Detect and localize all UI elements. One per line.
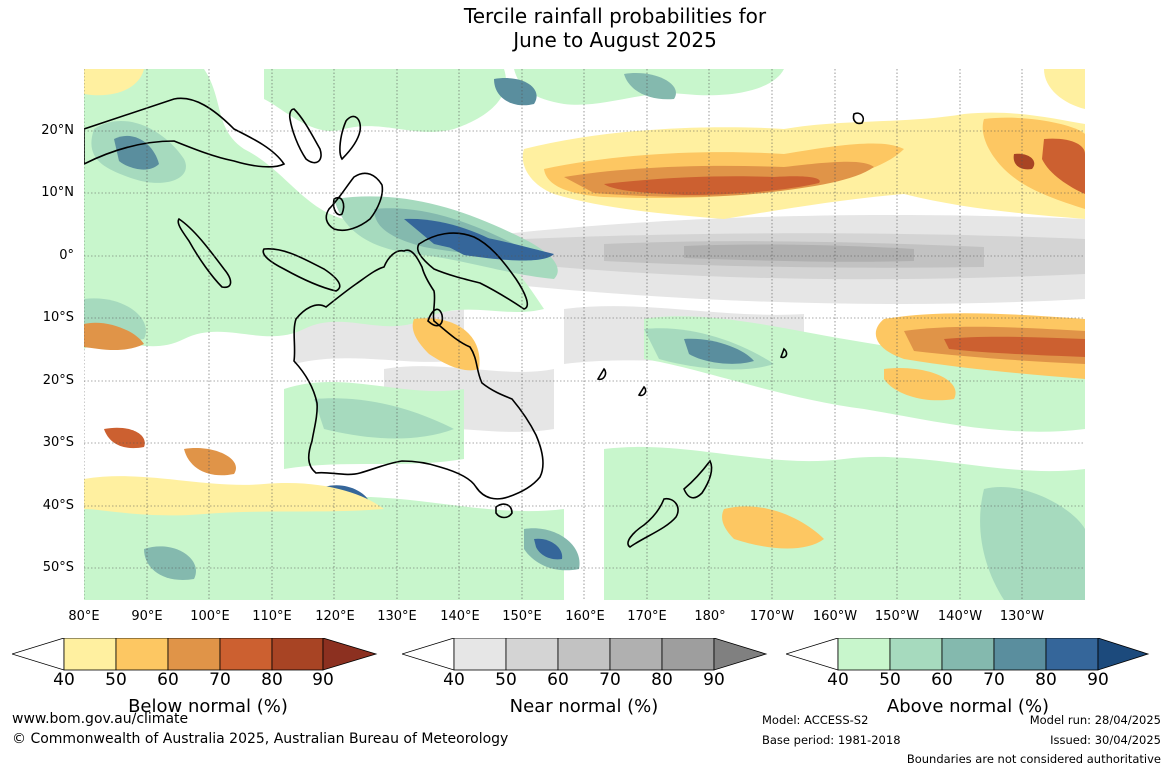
model-text: Model: ACCESS-S2 [762,713,869,727]
near-tick-70: 70 [599,670,621,690]
chart-title: Tercile rainfall probabilities for June … [0,4,1173,52]
lat-label-10s: 10°S [42,310,74,325]
above-normal-label: Above normal (%) [886,696,1050,717]
above-tick-60: 60 [931,670,953,690]
below-normal-region [84,69,1085,549]
above-normal-region [84,69,1085,600]
above-tick-70: 70 [983,670,1005,690]
above-tick-90: 90 [1087,670,1109,690]
below-tick-40: 40 [53,670,75,690]
near-tick-80: 80 [651,670,673,690]
lon-label-160e: 160°E [565,609,605,624]
lat-label-10n: 10°N [41,185,74,200]
below-normal-label: Below normal (%) [128,696,288,717]
lat-label-20n: 20°N [41,123,74,138]
lon-label-180: 180° [694,609,726,624]
below-tick-90: 90 [312,670,334,690]
above-tick-40: 40 [827,670,849,690]
model-run-text: Model run: 28/04/2025 [1029,713,1161,727]
lon-label-130w: 130°W [999,609,1045,624]
near-normal-label: Near normal (%) [509,696,659,717]
below-tick-70: 70 [209,670,231,690]
lon-label-140w: 140°W [937,609,983,624]
lon-label-150e: 150°E [502,609,542,624]
lon-label-100e: 100°E [190,609,230,624]
lat-label-20s: 20°S [42,373,74,388]
rainfall-probability-map [84,69,1085,600]
lon-label-160w: 160°W [812,609,858,624]
title-line-1: Tercile rainfall probabilities for [463,4,767,28]
website-link[interactable]: www.bom.gov.au/climate [12,711,189,727]
copyright-text: © Commonwealth of Australia 2025, Austra… [12,731,509,747]
near-tick-60: 60 [547,670,569,690]
lon-label-150w: 150°W [874,609,920,624]
lon-label-130e: 130°E [377,609,417,624]
near-tick-40: 40 [443,670,465,690]
below-tick-80: 80 [261,670,283,690]
near-normal-colorbar [402,638,768,671]
graticule [84,69,1085,600]
lon-label-170e: 170°E [627,609,667,624]
lat-label-40s: 40°S [42,498,74,513]
coastlines [84,97,865,548]
lat-label-0: 0° [59,248,74,263]
near-tick-90: 90 [703,670,725,690]
lon-label-140e: 140°E [440,609,480,624]
lon-label-80e: 80°E [68,609,100,624]
above-tick-50: 50 [879,670,901,690]
issued-text: Issued: 30/04/2025 [1050,733,1161,747]
disclaimer-text: Boundaries are not considered authoritat… [906,752,1161,766]
above-tick-80: 80 [1035,670,1057,690]
above-normal-colorbar [786,638,1150,671]
below-normal-colorbar [12,638,378,671]
near-tick-50: 50 [495,670,517,690]
lon-label-90e: 90°E [131,609,163,624]
lat-label-50s: 50°S [42,560,74,575]
lon-label-110e: 110°E [252,609,292,624]
lon-label-120e: 120°E [315,609,355,624]
below-tick-60: 60 [157,670,179,690]
lon-label-170w: 170°W [749,609,795,624]
lat-label-30s: 30°S [42,435,74,450]
title-line-2: June to August 2025 [513,28,717,52]
base-period-text: Base period: 1981-2018 [762,733,901,747]
below-tick-50: 50 [105,670,127,690]
